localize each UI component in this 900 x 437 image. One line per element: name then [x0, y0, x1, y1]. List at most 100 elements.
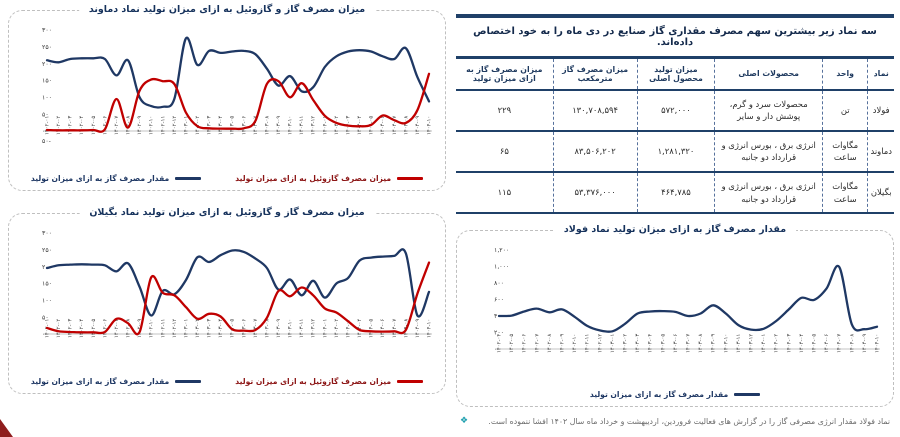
corner-accent-shape	[0, 419, 13, 437]
x-tick-label: ۱۴۰۳-۰۴	[648, 334, 654, 353]
x-tick-label: ۱۴۰۳-۰۷	[253, 319, 259, 338]
y-tick-label: ۱۰۰	[42, 95, 52, 102]
x-tick-label: ۱۴۰۲-۱۰	[149, 319, 155, 338]
x-tick-label: ۱۴۰۲-۰۹	[137, 116, 143, 135]
x-tick-label: ۱۴۰۲-۱۰	[572, 334, 578, 353]
table-cell: ۱۳۰,۷۰۸,۵۹۴	[552, 89, 638, 132]
x-tick-label: ۱۴۰۳-۱۱	[299, 116, 305, 135]
x-tick-label: ۱۴۰۲-۱۰	[149, 116, 155, 135]
x-tick-label: ۱۴۰۴-۰۴	[799, 334, 805, 353]
gas-consumption-table: نماد واحد محصولات اصلی میزان تولید محصول اص…	[456, 55, 894, 215]
table-cell: ۸۳,۵۰۶,۲۰۲	[552, 130, 638, 173]
legend-line-swatch	[175, 177, 202, 180]
table-cell: انرژی برق ، بورس انرژی و قرارداد دو جانب…	[714, 171, 823, 215]
x-tick-label: ۱۴۰۳-۰۵	[660, 334, 666, 353]
y-tick-label: ۱۵۰	[42, 281, 52, 288]
table-header-row: نماد واحد محصولات اصلی میزان تولید محصول اص…	[456, 55, 894, 91]
y-tick-label: ۰	[494, 346, 497, 353]
x-tick-label: ۱۴۰۳-۱۲	[311, 319, 317, 338]
legend-item: میزان مصرف گازوئیل به ازای میزان تولید	[235, 377, 424, 386]
x-tick-label: ۱۴۰۳-۰۱	[183, 116, 189, 135]
legend-label: مقدار مصرف گاز به ازای میزان تولید	[589, 390, 729, 400]
x-tick-label: ۱۴۰۳-۱۲	[749, 334, 755, 353]
line-series	[45, 261, 431, 336]
x-tick-label: ۱۴۰۲-۰۶	[102, 116, 108, 135]
x-tick-label: ۱۴۰۲-۰۵	[91, 319, 97, 338]
x-tick-label: ۱۴۰۲-۱۲	[172, 116, 178, 135]
legend-item: مقدار مصرف گاز به ازای میزان تولید	[31, 174, 202, 183]
table-cell: بگیلان	[867, 171, 894, 215]
x-tick-label: ۱۴۰۲-۰۴	[497, 334, 503, 353]
x-tick-label: ۱۴۰۳-۱۲	[311, 116, 317, 135]
x-tick-label: ۱۴۰۲-۰۵	[509, 334, 515, 353]
chart-damavand: ۳۰۰ ۲۵۰ ۲۰۰ ۱۵۰ ۱۰۰ ۵۰ ۰ -۵۰ ۱۴۰۲-۰۱ ۱۴۰۲-۰۲ ۱۴۰۲-…	[15, 23, 439, 186]
y-tick-label: ۰	[42, 128, 45, 135]
chart-legend: مقدار مصرف گاز به ازای میزان تولید	[463, 387, 887, 402]
column-header: میزان تولید محصول اصلی	[636, 55, 715, 91]
x-tick-label: ۱۴۰۴-۱۰	[427, 319, 433, 338]
x-tick-label: ۱۴۰۳-۰۳	[207, 319, 213, 338]
x-tick-label: ۱۴۰۳-۰۲	[623, 334, 629, 353]
y-tick-label: ۲۰۰	[494, 330, 504, 337]
table-cell: ۴۶۴,۷۸۵	[636, 171, 715, 215]
footnote-text: نماد فولاد مقدار انرژی مصرفی گاز را در گ…	[488, 416, 890, 426]
column-header: میزان مصرف گاز به ازای میزان تولید	[456, 55, 554, 91]
table-cell: دماوند	[867, 130, 894, 173]
x-tick-label: ۱۴۰۴-۰۶	[380, 116, 386, 135]
x-tick-label: ۱۴۰۴-۰۳	[345, 319, 351, 338]
table-title: سه نماد زیر بیشترین سهم مصرف مقداری گاز …	[473, 25, 877, 48]
chart-card-foolad: مقدار مصرف گاز به ازای میزان تولید نماد …	[456, 224, 894, 408]
x-tick-label: ۱۴۰۴-۰۱	[322, 319, 328, 338]
x-tick-label: ۱۴۰۳-۰۴	[218, 116, 224, 135]
x-tick-label: ۱۴۰۴-۱۰	[427, 116, 433, 135]
x-tick-label: ۱۴۰۳-۱۱	[736, 334, 742, 353]
x-tick-label: ۱۴۰۳-۰۵	[230, 116, 236, 135]
x-tick-label: ۱۴۰۲-۰۲	[56, 319, 62, 338]
table-cell: ۵۳,۳۷۶,۰۰۰	[552, 171, 638, 215]
x-tick-label: ۱۴۰۲-۰۴	[79, 116, 85, 135]
table-cell: مگاوات ساعت	[821, 130, 868, 173]
chart-title-bgilan: میزان مصرف گاز و گازوئیل به ازای میزان ت…	[79, 207, 375, 218]
x-tick-label: ۱۴۰۳-۰۶	[241, 116, 247, 135]
x-tick-label: ۱۴۰۴-۰۹	[415, 319, 421, 338]
x-tick-label: ۱۴۰۴-۰۲	[334, 116, 340, 135]
table-cell: ۱,۲۸۱,۳۲۰	[636, 130, 715, 173]
x-tick-label: ۱۴۰۴-۰۲	[774, 334, 780, 353]
x-tick-label: ۱۴۰۴-۰۱	[322, 116, 328, 135]
x-tick-label: ۱۴۰۳-۰۸	[698, 334, 704, 353]
y-tick-label: ۳۰۰	[42, 230, 52, 237]
x-tick-label: ۱۴۰۳-۰۲	[195, 319, 201, 338]
x-tick-label: ۱۴۰۳-۰۱	[610, 334, 616, 353]
x-tick-label: ۱۴۰۴-۰۶	[380, 319, 386, 338]
chart-bgilan: ۳۰۰ ۲۵۰ ۲۰۰ ۱۵۰ ۱۰۰ ۵۰ ۰ ۱۴۰۲-۰۱ ۱۴۰۲-۰۲ ۱۴۰۲-۰۳ ۱…	[15, 226, 439, 389]
y-tick-label: ۱,۰۰۰	[494, 264, 509, 271]
x-tick-label: ۱۴۰۴-۰۷	[392, 116, 398, 135]
chart-foolad: ۱,۲۰۰ ۱,۰۰۰ ۸۰۰ ۶۰۰ ۴۰۰ ۲۰۰ ۰ ۱۴۰۲-۰۴ ۱۴۰۲-۰۵ ۱۴۰…	[463, 243, 887, 402]
legend-item: میزان مصرف گازوئیل به ازای میزان تولید	[235, 174, 424, 183]
y-tick-label: ۲۰۰	[42, 61, 52, 68]
x-tick-label: ۱۴۰۴-۰۷	[837, 334, 843, 353]
x-tick-label: ۱۴۰۲-۰۴	[79, 319, 85, 338]
x-tick-label: ۱۴۰۲-۱۱	[160, 319, 166, 338]
line-series	[497, 264, 879, 334]
x-tick-label: ۱۴۰۲-۰۳	[68, 116, 74, 135]
y-tick-label: ۵۰	[42, 314, 49, 321]
x-tick-label: ۱۴۰۳-۰۹	[711, 334, 717, 353]
chart-card-bgilan: میزان مصرف گاز و گازوئیل به ازای میزان ت…	[8, 207, 446, 394]
x-tick-label: ۱۴۰۴-۰۵	[812, 334, 818, 353]
x-tick-label: ۱۴۰۴-۰۱	[761, 334, 767, 353]
x-tick-label: ۱۴۰۳-۰۸	[264, 319, 270, 338]
legend-label: مقدار مصرف گاز به ازای میزان تولید	[30, 377, 170, 386]
x-tick-label: ۱۴۰۳-۱۰	[288, 116, 294, 135]
x-tick-label: ۱۴۰۴-۰۵	[369, 319, 375, 338]
x-tick-label: ۱۴۰۴-۰۹	[415, 116, 421, 135]
footnote: نماد فولاد مقدار انرژی مصرفی گاز را در گ…	[456, 416, 894, 426]
table-row: بگیلان مگاوات ساعت انرژی برق ، بورس انرژی …	[456, 171, 894, 215]
x-tick-label: ۱۴۰۲-۱۱	[160, 116, 166, 135]
x-tick-label: ۱۴۰۴-۰۸	[403, 116, 409, 135]
column-header: محصولات اصلی	[714, 55, 823, 91]
x-tick-label: ۱۴۰۴-۰۶	[824, 334, 830, 353]
y-tick-label: ۰	[42, 331, 45, 338]
x-tick-label: ۱۴۰۴-۰۷	[392, 319, 398, 338]
